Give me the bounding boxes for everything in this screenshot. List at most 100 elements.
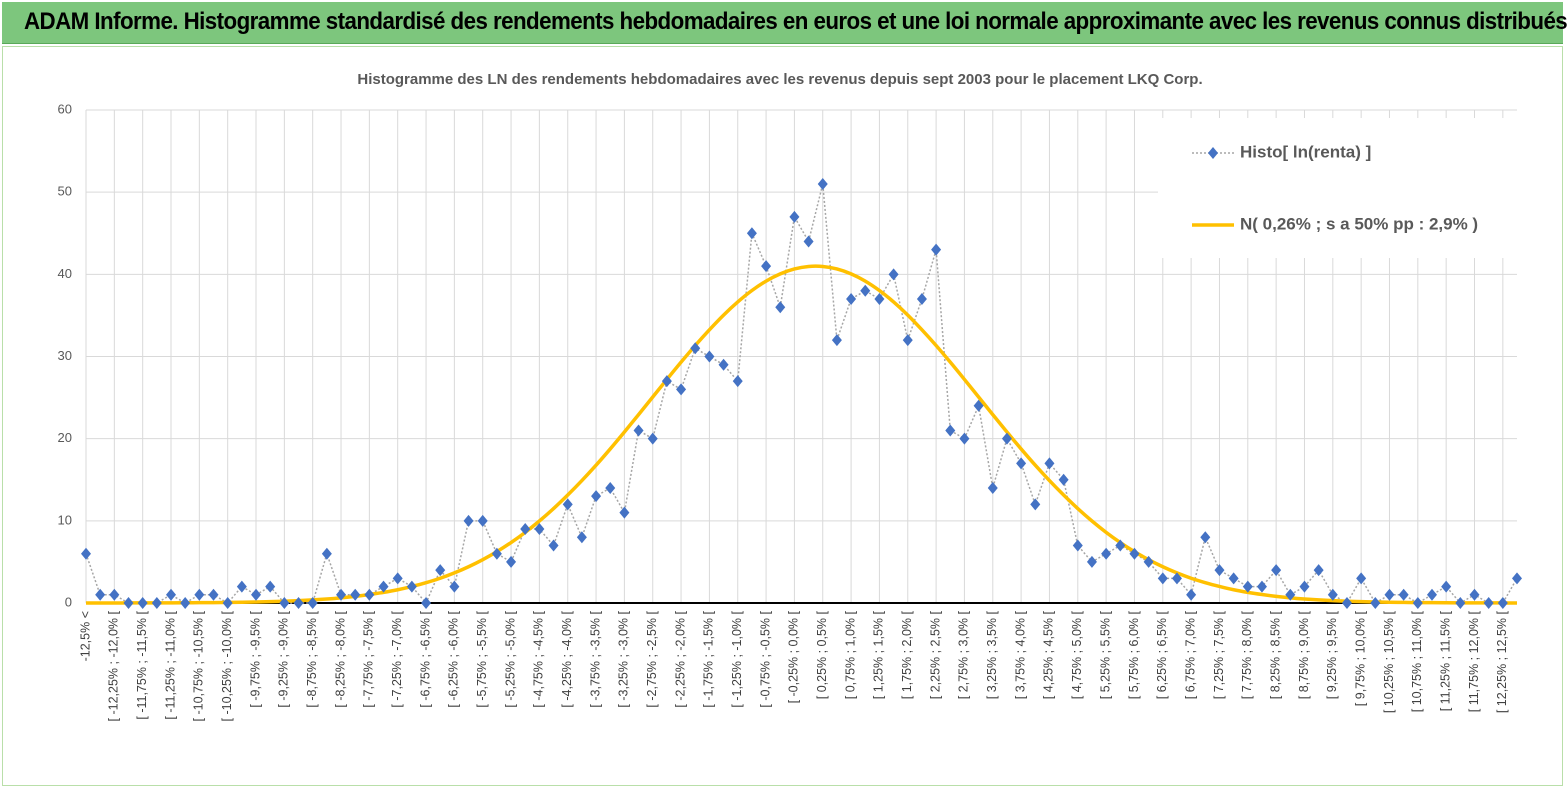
marker: [1101, 547, 1112, 560]
marker: [633, 424, 644, 437]
x-tick-label: [ 5,75% ; 6,0% [: [1127, 610, 1141, 699]
x-tick-label: [ 10,75% ; 11,0% [: [1410, 610, 1424, 712]
x-tick-label: [ 6,75% ; 7,0% [: [1183, 610, 1197, 699]
marker: [1483, 597, 1494, 609]
x-tick-label: [ -2,75% ; -2,5% [: [645, 610, 659, 707]
marker: [676, 383, 687, 396]
marker: [194, 588, 205, 601]
x-tick-label: [ 11,25% ; 11,5% [: [1438, 610, 1452, 711]
x-tick-label: [ 9,75% ; 10,0% [: [1353, 610, 1367, 706]
marker: [265, 580, 276, 593]
marker: [1412, 597, 1423, 609]
marker: [1327, 588, 1338, 601]
x-tick-label: [ -3,25% ; -3,0% [: [617, 610, 631, 707]
marker: [321, 547, 332, 560]
marker: [236, 580, 247, 593]
marker: [279, 597, 290, 609]
marker: [945, 424, 956, 437]
marker: [1171, 572, 1182, 585]
x-tick-label: [ -12,25% ; -12,0% [: [107, 610, 121, 721]
marker: [562, 498, 573, 511]
x-tick-label: [ 12,25% ; 12,5% [: [1495, 610, 1509, 713]
marker: [789, 210, 800, 223]
x-tick-label: [ -10,75% ; -10,5% [: [192, 610, 206, 721]
x-tick-label: [ -3,75% ; -3,5% [: [588, 610, 602, 707]
x-tick-label: [ 4,75% ; 5,0% [: [1070, 610, 1084, 699]
marker: [1242, 580, 1253, 593]
marker: [1086, 555, 1097, 568]
marker: [1370, 597, 1381, 609]
marker: [151, 597, 162, 609]
y-tick-label: 30: [58, 348, 72, 363]
marker: [350, 588, 361, 601]
x-tick-label: [ -7,75% ; -7,5% [: [362, 610, 376, 707]
x-tick-label: [ 3,75% ; 4,0% [: [1013, 610, 1027, 699]
marker: [661, 375, 672, 388]
marker: [1072, 539, 1083, 552]
marker: [123, 597, 134, 609]
marker: [166, 588, 177, 601]
x-tick-label: [ -7,25% ; -7,0% [: [390, 610, 404, 707]
x-tick-label: [ -4,75% ; -4,5% [: [532, 610, 546, 707]
marker: [1341, 597, 1352, 609]
x-tick-label: [ 0,75% ; 1,0% [: [843, 610, 857, 699]
marker: [293, 597, 304, 609]
x-tick-label: [ -9,25% ; -9,0% [: [277, 610, 291, 707]
x-tick-label: [ -1,25% ; -1,0% [: [730, 610, 744, 707]
marker: [1441, 580, 1452, 593]
marker: [109, 588, 120, 601]
marker: [1115, 539, 1126, 552]
x-tick-label: [ 8,25% ; 8,5% [: [1268, 610, 1282, 699]
marker: [1384, 588, 1395, 601]
marker: [619, 506, 630, 519]
marker: [916, 292, 927, 305]
marker: [534, 523, 545, 536]
marker: [477, 514, 488, 527]
marker: [1398, 588, 1409, 601]
x-tick-label: [ 1,25% ; 1,5% [: [872, 610, 886, 699]
marker: [1214, 564, 1225, 577]
legend-label: Histo[ ln(renta) ]: [1240, 142, 1371, 161]
x-tick-label: [ 0,25% ; 0,5% [: [815, 610, 829, 699]
x-tick-label: [ 4,25% ; 4,5% [: [1042, 610, 1056, 699]
x-tick-label: [ -9,75% ; -9,5% [: [248, 610, 262, 707]
x-tick-label: [ -8,75% ; -8,5% [: [305, 610, 319, 707]
legend-box: [1158, 118, 1520, 258]
x-tick-label: [ -6,25% ; -6,0% [: [447, 610, 461, 707]
marker: [605, 481, 616, 494]
y-tick-label: 40: [58, 266, 72, 281]
series-line: [86, 264, 1518, 605]
marker: [931, 243, 942, 256]
chart-title: Histogramme des LN des rendements hebdom…: [357, 71, 1202, 88]
marker: [1271, 564, 1282, 577]
marker: [463, 514, 474, 527]
x-tick-label: [ -8,25% ; -8,0% [: [333, 610, 347, 707]
series-line: [85, 183, 1518, 605]
marker: [803, 235, 814, 248]
x-tick-label: [ 2,75% ; 3,0% [: [957, 610, 971, 699]
header-bar: ADAM Informe. Histogramme standardisé de…: [2, 2, 1567, 44]
marker: [647, 432, 658, 445]
marker: [746, 227, 757, 240]
marker: [1001, 432, 1012, 445]
x-tick-label: [ 1,75% ; 2,0% [: [900, 610, 914, 699]
marker: [421, 597, 432, 609]
x-tick-label: [ -5,75% ; -5,5% [: [475, 610, 489, 707]
marker: [1016, 457, 1027, 470]
marker: [973, 399, 984, 412]
x-tick-label: [ -5,25% ; -5,0% [: [503, 610, 517, 707]
marker: [222, 597, 233, 609]
marker: [732, 375, 743, 388]
marker: [1129, 547, 1140, 560]
header-title: ADAM Informe. Histogramme standardisé de…: [24, 8, 1567, 35]
marker: [95, 588, 106, 601]
y-tick-label: 60: [58, 101, 72, 116]
marker: [718, 358, 729, 371]
x-tick-label: [ 11,75% ; 12,0% [: [1467, 610, 1481, 712]
x-tick-label: [ 2,25% ; 2,5% [: [928, 610, 942, 699]
x-tick-label: [ -11,25% ; -11,0% [: [163, 610, 177, 719]
marker: [1256, 580, 1267, 593]
marker: [491, 547, 502, 560]
x-tick-label: [ 6,25% ; 6,5% [: [1155, 610, 1169, 699]
